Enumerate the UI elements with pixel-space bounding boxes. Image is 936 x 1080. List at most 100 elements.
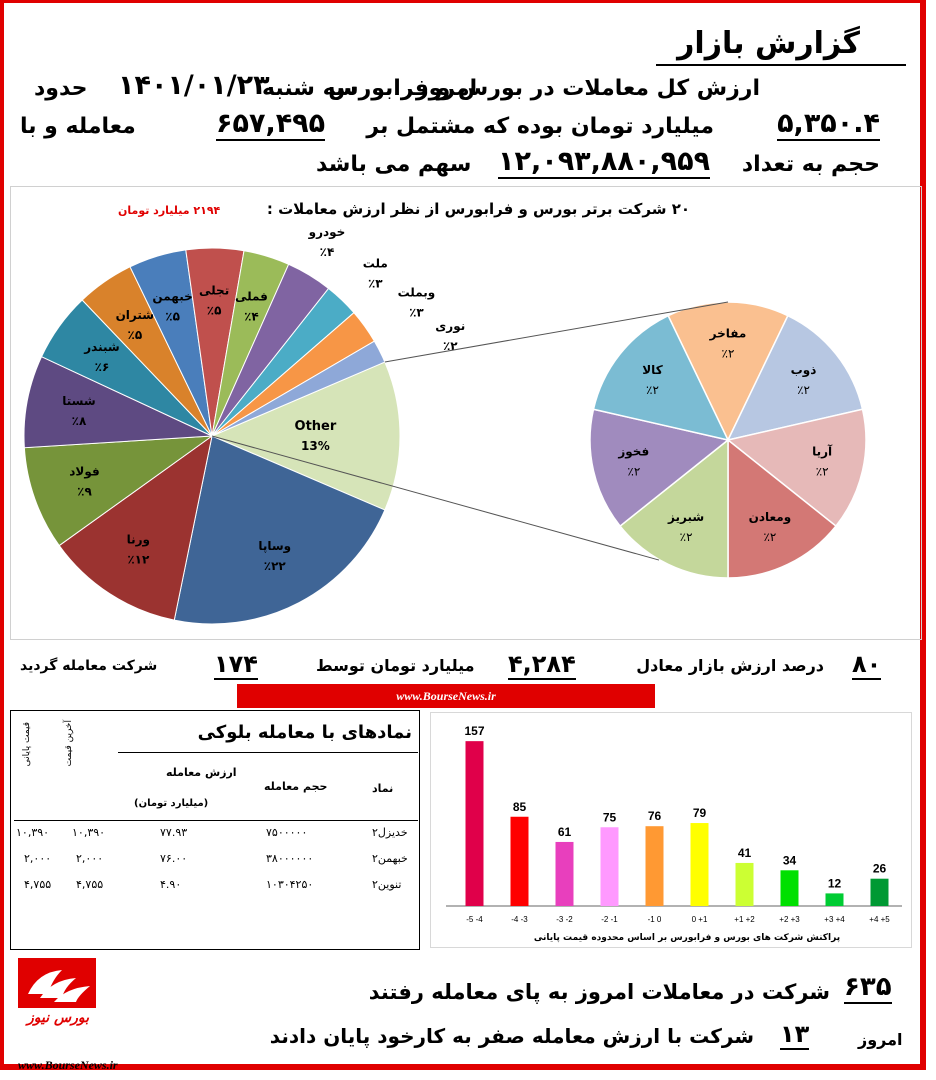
header-line3-start: حجم به تعداد [741, 152, 880, 177]
pie-pct-6: ٪۵ [128, 328, 143, 342]
subpie-label-2: آریا [812, 443, 833, 458]
subpie-slice-2 [726, 408, 867, 528]
row-volume: ۷۵۰۰۰۰۰ [266, 826, 308, 839]
pie-slice-2 [58, 434, 213, 621]
footer-url: www.BourseNews.ir [18, 1058, 118, 1072]
bar-value-5: 79 [693, 806, 707, 820]
bar-category-5: 0 +1 [692, 915, 708, 924]
price-range-bar-chart: 157 -5 -4 85 -4 -3 61 -3 -2 75 -2 -1 76 -1 0 79 0 +… [446, 724, 902, 943]
pie-pct-5: ٪۶ [95, 360, 110, 374]
pie-label-8: تجلی [199, 284, 229, 298]
header-line2-text: میلیارد تومان بوده که مشتمل بر [366, 114, 714, 139]
connector-line-bottom [211, 435, 660, 561]
subpie-pct-4: ٪۲ [680, 530, 693, 544]
table-row: خدیزل۲ ۷۵۰۰۰۰۰ ۷۷.۹۳ ۱۰,۳۹۰ ۱۰,۳۹۰ [14, 826, 418, 852]
row-symbol: خبهمن۲ [372, 852, 408, 865]
pie-of-pie-chart: Other 13% وساپا ٪۲۲ ورنا ٪۱۲ فولاد ٪۹ شستا ٪۸ شبند… [23, 225, 867, 625]
zero-value-count: ۱۳ [780, 1020, 810, 1050]
total-value: ۵,۳۵۰.۴ [777, 108, 880, 141]
bar-category-1: -4 -3 [511, 915, 528, 924]
bar-value-0: 157 [464, 724, 484, 738]
header-line1-weekday: سه شنبه [262, 76, 358, 101]
subpie-label-4: شبریز [667, 510, 704, 524]
bar-value-9: 26 [873, 862, 887, 876]
bar-2 [555, 841, 574, 906]
subpie-pct-3: ٪۲ [763, 530, 776, 544]
pie-pct-8: ٪۵ [207, 304, 222, 318]
zero-value-text: شرکت با ارزش معامله صفر به کارخود پایان … [269, 1024, 754, 1048]
pie-pct-12: ٪۳ [409, 306, 424, 320]
pie-pct-3: ٪۹ [77, 484, 92, 498]
bar-category-7: +2 +3 [779, 915, 800, 924]
col-symbol: نماد [372, 782, 394, 795]
bar-value-7: 34 [783, 853, 797, 867]
pie-slice-1 [173, 435, 386, 625]
percent-text: درصد ارزش بازار معادل [636, 656, 824, 675]
bar-value-8: 12 [828, 876, 842, 890]
pie-label-6: شتران [116, 308, 155, 322]
subpie-slice-4 [619, 438, 729, 579]
pie-slice-13 [211, 340, 386, 437]
bar-4 [645, 826, 664, 906]
row-final: ۴,۷۵۵ [24, 878, 52, 891]
bar-category-0: -5 -4 [466, 915, 483, 924]
pie-pct-11: ٪۳ [368, 276, 383, 290]
row-volume: ۳۸۰۰۰۰۰۰ [266, 852, 314, 865]
subpie-pct-6: ٪۲ [646, 383, 659, 397]
total-volume: ۱۲,۰۹۳,۸۸۰,۹۵۹ [498, 146, 711, 179]
header-line3-shares: سهم [418, 152, 472, 177]
pie-pct-4: ٪۸ [72, 414, 87, 428]
row-value: ۷۷.۹۳ [160, 826, 188, 839]
subpie-pct-0: ٪۲ [722, 346, 735, 360]
percent-value: ۸۰ [852, 650, 882, 680]
header-line1-today: امروز [416, 76, 478, 101]
subpie-label-3: ومعادن [749, 510, 792, 525]
bar-3 [600, 827, 619, 906]
pie-label-13: نوری [435, 319, 465, 334]
boursenews-logo [18, 958, 96, 1008]
pie-label-7: خبهمن [152, 290, 192, 304]
subpie-pct-5: ٪۲ [627, 464, 640, 478]
pie-pct-1: ٪۲۲ [264, 559, 287, 573]
companies-text: شرکت معامله گردید [20, 658, 158, 674]
pie-pct-0: 13% [301, 439, 330, 453]
col-value-unit: (میلیارد تومان) [134, 798, 209, 809]
pie-label-0: Other [295, 419, 337, 434]
pie-chart-total: ۲۱۹۴ میلیارد تومان [118, 204, 221, 217]
row-final: ۱۰,۳۹۰ [16, 826, 50, 839]
subpie-label-1: ذوب [791, 363, 817, 378]
title-underline [656, 64, 906, 66]
table-header-rule [14, 820, 418, 821]
row-last: ۱۰,۳۹۰ [72, 826, 106, 839]
header-line1-text: ارزش کل معاملات در بورس و فرابورس [328, 76, 760, 101]
pie-pct-2: ٪۱۲ [127, 553, 150, 567]
bar-0 [465, 741, 484, 906]
amount-text: میلیارد تومان توسط [316, 656, 475, 675]
subpie-label-6: کالا [642, 363, 662, 377]
pie-label-5: شبندر [83, 340, 119, 354]
col-final-price: قیمت پایانی [22, 722, 32, 767]
pie-chart-panel [10, 186, 922, 640]
site-url-banner: www.BourseNews.ir [237, 684, 655, 708]
row-last: ۲,۰۰۰ [76, 852, 104, 865]
pie-slice-4 [23, 356, 213, 449]
row-volume: ۱۰۳۰۴۲۵۰ [266, 878, 314, 891]
pie-chart-title: ۲۰ شرکت برتر بورس و فرابورس از نظر ارزش … [266, 200, 690, 218]
row-symbol: تنوین۲ [372, 878, 402, 891]
bar-value-6: 41 [738, 846, 752, 860]
pie-label-1: وساپا [258, 539, 291, 554]
traded-companies-text: شرکت در معاملات امروز به پای معامله رفتن… [368, 980, 830, 1004]
trade-count: ۶۵۷,۴۹۵ [216, 108, 326, 141]
pie-label-2: ورنا [127, 533, 150, 548]
bar-7 [780, 870, 799, 906]
bar-value-4: 76 [648, 809, 662, 823]
bar-xlabel: پراکنش شرکت های بورس و فرابورس بر اساس م… [534, 933, 840, 943]
bar-value-2: 61 [558, 825, 572, 839]
table-row: خبهمن۲ ۳۸۰۰۰۰۰۰ ۷۶.۰۰ ۲,۰۰۰ ۲,۰۰۰ [14, 852, 418, 878]
col-volume: حجم معامله [264, 780, 328, 793]
row-last: ۴,۷۵۵ [76, 878, 104, 891]
table-row: تنوین۲ ۱۰۳۰۴۲۵۰ ۴.۹۰ ۴,۷۵۵ ۴,۷۵۵ [14, 878, 418, 904]
subpie-pct-1: ٪۲ [797, 383, 810, 397]
header-line1-approx: حدود [34, 76, 88, 101]
